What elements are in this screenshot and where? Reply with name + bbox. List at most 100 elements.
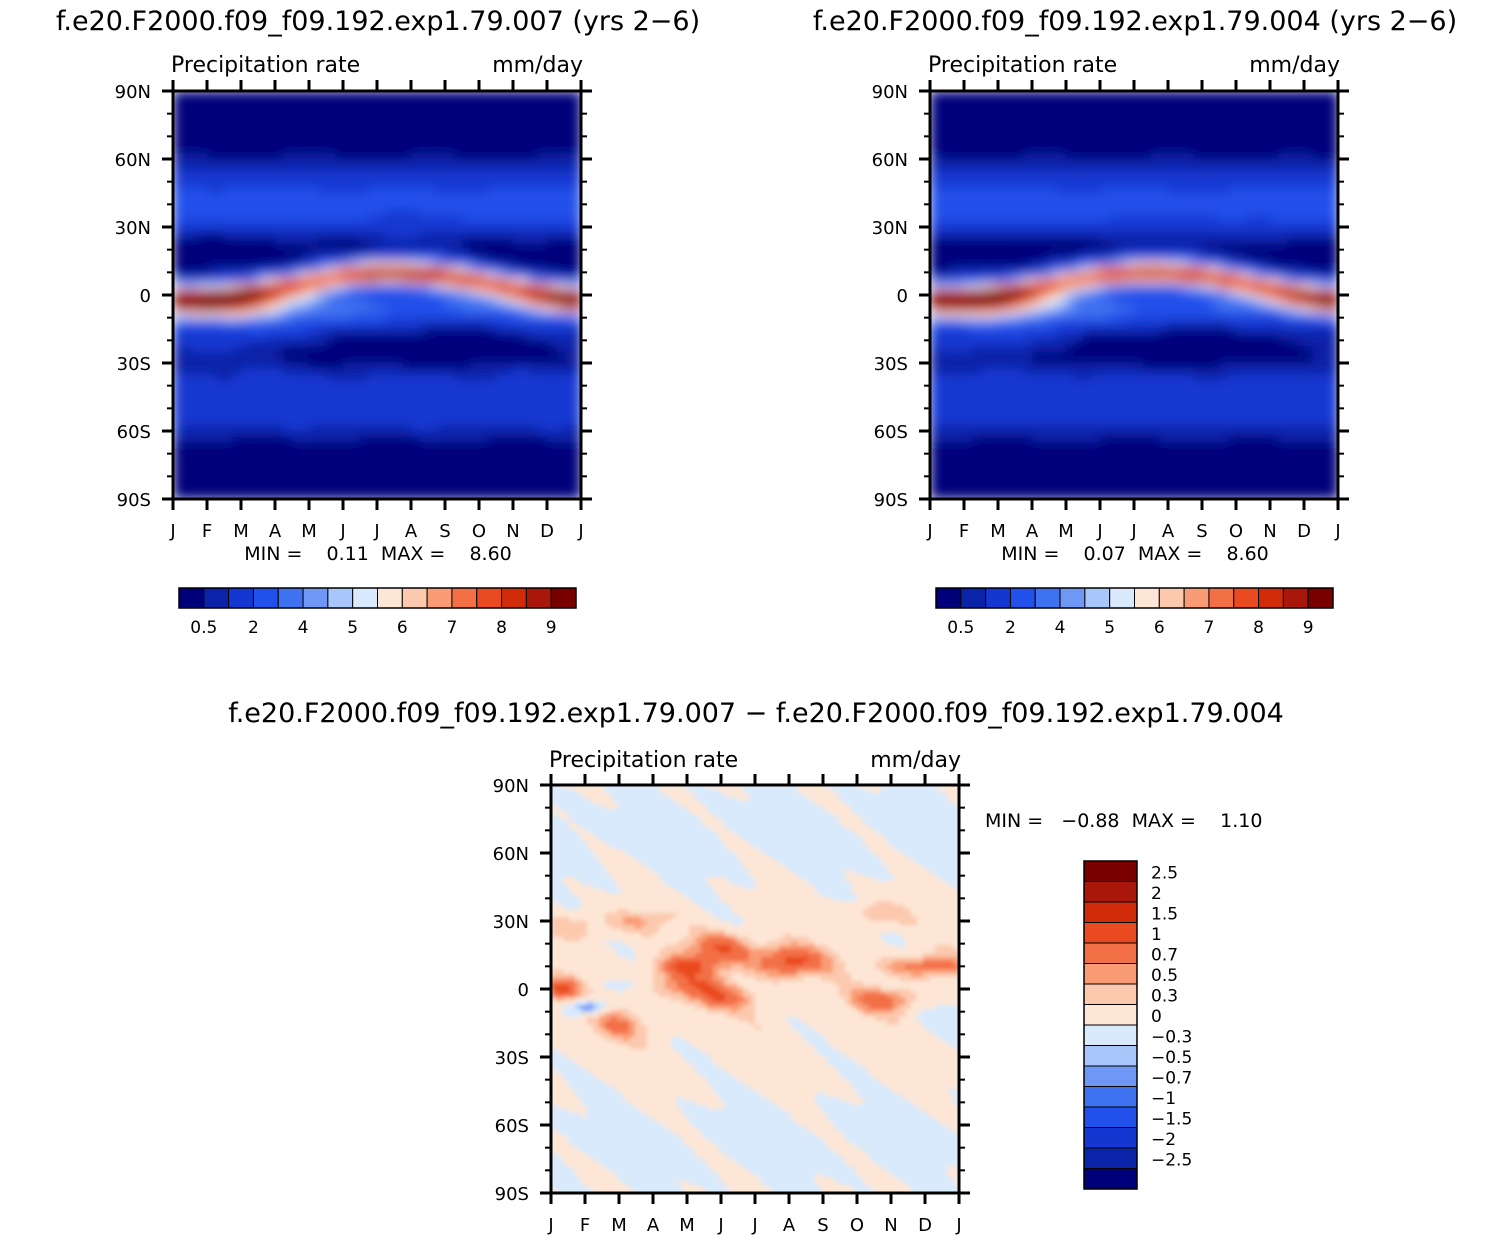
panel-1-cell [232, 210, 242, 217]
panel-1-cell [283, 334, 293, 341]
panel-2-cell [1159, 119, 1169, 126]
panel-1-cell [292, 204, 302, 211]
panel-2-cell [1261, 136, 1271, 143]
panel-2-cell [1066, 255, 1076, 262]
panel-2-cell [1100, 164, 1110, 171]
panel-1-cell [258, 289, 268, 296]
panel-2-cell [1091, 136, 1101, 143]
panel-1-cell [462, 442, 472, 449]
panel-1-cell [249, 278, 259, 285]
panel-2-cell [1312, 221, 1322, 228]
panel-1-cell [292, 419, 302, 426]
panel-1-cell [368, 351, 378, 358]
panel-1-cell [428, 295, 438, 302]
panel-1-cell [411, 363, 421, 370]
panel-1-cell [232, 130, 242, 137]
panel-2-cell [1066, 181, 1076, 188]
panel-1-cell [266, 272, 276, 279]
panel-2-cell [1032, 147, 1042, 154]
panel-1-cell [572, 397, 581, 404]
panel-2-cell [1032, 136, 1042, 143]
panel-2-cell [998, 255, 1008, 262]
panel-1-cell [207, 442, 217, 449]
panel-2-cell [1287, 238, 1297, 245]
panel-2-cell [930, 210, 940, 217]
panel-2-cell [1185, 238, 1195, 245]
panel-1-cell [462, 198, 472, 205]
panel-2-cell [1312, 181, 1322, 188]
panel-1-cell [470, 249, 480, 256]
panel-1-cell [360, 476, 370, 483]
panel-1-cell [479, 113, 489, 120]
panel-2-cell [1210, 130, 1220, 137]
panel-2-cell [947, 232, 957, 239]
panel-1-cell [411, 119, 421, 126]
panel-1-cell [394, 249, 404, 256]
panel-1-cell [215, 300, 225, 307]
panel-1-cell [479, 414, 489, 421]
panel-2-cell [1270, 142, 1280, 149]
panel-2-cell [1202, 221, 1212, 228]
panel-2-cell [981, 227, 991, 234]
panel-2-cell [938, 130, 948, 137]
panel-2-cell [1278, 130, 1288, 137]
panel-1-cell [283, 380, 293, 387]
panel-1-cell [419, 487, 429, 494]
panel-1-cell [411, 187, 421, 194]
panel-2-cell [1278, 125, 1288, 132]
panel-2-cell [955, 204, 965, 211]
panel-2-cell [1159, 125, 1169, 132]
panel-2-cell [1066, 108, 1076, 115]
panel-1-cell [300, 204, 310, 211]
panel-2-cell [998, 187, 1008, 194]
panel-1-cell [258, 306, 268, 313]
panel-2-cell [1219, 130, 1229, 137]
panel-2-cell [1193, 204, 1203, 211]
panel-1-cell [343, 278, 353, 285]
panel-1-cell [292, 249, 302, 256]
panel-1-cell [326, 261, 336, 268]
panel-1-cell [411, 431, 421, 438]
panel-1-cell [351, 289, 361, 296]
panel-1-cell [496, 221, 506, 228]
panel-1-cell [343, 232, 353, 239]
panel-2-cell [1278, 153, 1288, 160]
panel-1-cell [300, 476, 310, 483]
panel-1-cell [343, 170, 353, 177]
panel-1-cell [181, 210, 191, 217]
panel-1-cell [190, 227, 200, 234]
panel-1-cell [343, 476, 353, 483]
panel-1-colorbar-label: 8 [496, 618, 507, 638]
panel-1-cell [334, 397, 344, 404]
panel-2-cell [1185, 215, 1195, 222]
panel-1-cell [479, 442, 489, 449]
panel-2-cell [1125, 96, 1135, 103]
panel-2-cell [1117, 136, 1127, 143]
panel-1-cell [309, 102, 319, 109]
panel-1-cell [538, 295, 548, 302]
panel-1-cell [572, 470, 581, 477]
panel-2-cell [1244, 187, 1254, 194]
panel-1-cell [496, 397, 506, 404]
panel-1-cell [504, 317, 514, 324]
panel-2-cell [930, 176, 940, 183]
panel-2-cell [1287, 142, 1297, 149]
panel-2-cell [972, 113, 982, 120]
panel-1-cell [258, 295, 268, 302]
panel-2-cell [1032, 204, 1042, 211]
panel-1-cell [572, 289, 581, 296]
panel-1-cell [513, 414, 523, 421]
panel-1-cell [504, 482, 514, 489]
panel-2-cell [1329, 215, 1338, 222]
panel-2-cell [1236, 187, 1246, 194]
panel-1-cell [258, 374, 268, 381]
panel-2-cell [1159, 136, 1169, 143]
panel-1-cell [402, 198, 412, 205]
panel-1-cell [564, 380, 574, 387]
panel-1-cell [300, 453, 310, 460]
panel-1-cell [453, 193, 463, 200]
panel-1-cell [538, 465, 548, 472]
panel-2-cell [1304, 102, 1314, 109]
panel-1-cell [360, 91, 370, 98]
panel-1-cell [470, 130, 480, 137]
